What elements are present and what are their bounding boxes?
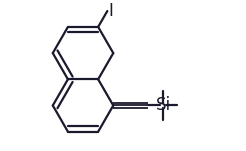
Text: I: I bbox=[108, 2, 113, 20]
Text: Si: Si bbox=[155, 96, 170, 114]
